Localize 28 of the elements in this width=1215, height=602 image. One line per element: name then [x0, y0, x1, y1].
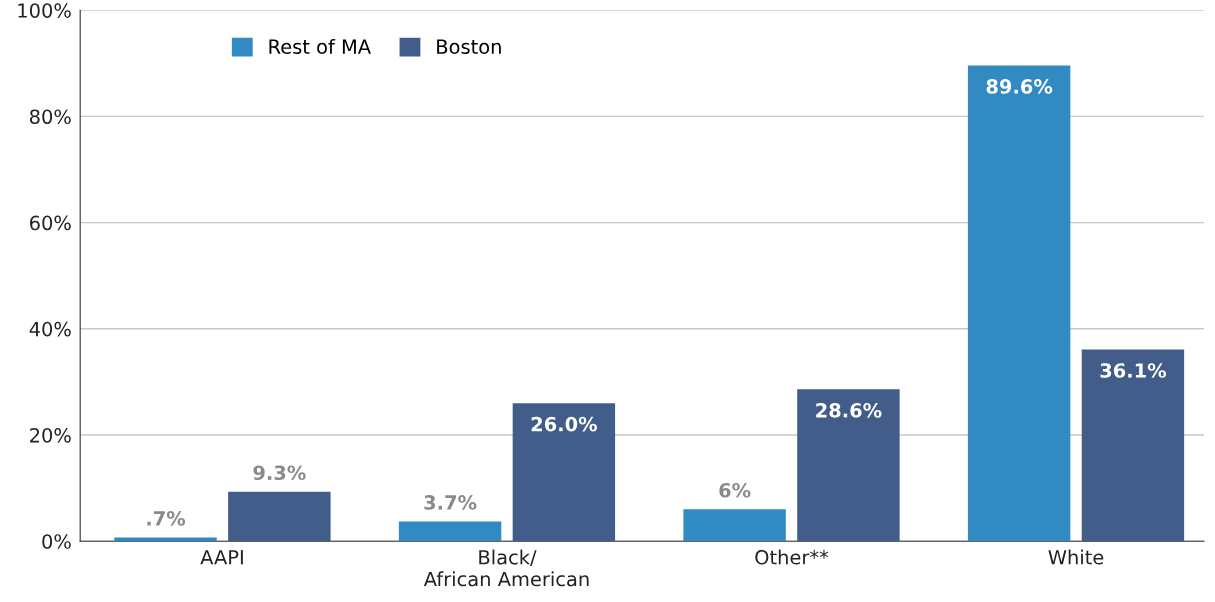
data-label: 3.7%: [424, 495, 477, 510]
y-tick-label: 40%: [29, 321, 71, 337]
y-tick-label: 0%: [42, 534, 71, 549]
data-label: 89.6%: [986, 79, 1053, 94]
data-label: 36.1%: [1100, 363, 1167, 378]
bar: [114, 537, 217, 542]
legend-label: Boston: [437, 39, 501, 54]
bar: [1081, 349, 1185, 542]
legend-label: Rest of MA: [269, 38, 371, 54]
data-label: 28.6%: [816, 402, 882, 418]
x-tick-label: Black/ African American: [423, 549, 589, 587]
bar: [683, 509, 786, 542]
data-label: .7%: [147, 511, 186, 526]
x-tick-label: White: [1048, 549, 1104, 565]
y-tick-label: 80%: [29, 109, 71, 125]
y-tick-label: 100%: [18, 3, 71, 18]
x-tick-label: AAPI: [200, 550, 243, 565]
data-label: 26.0%: [531, 416, 597, 432]
x-tick-label: Other**: [755, 549, 829, 565]
y-tick-label: 60%: [30, 215, 71, 231]
bar: [797, 389, 900, 542]
bar: [398, 521, 502, 542]
y-tick-label: 20%: [30, 427, 71, 443]
data-label: 9.3%: [253, 465, 306, 481]
bar: [228, 491, 331, 542]
bar: [512, 403, 616, 542]
data-label: 6%: [719, 482, 751, 498]
bar: [967, 65, 1071, 542]
